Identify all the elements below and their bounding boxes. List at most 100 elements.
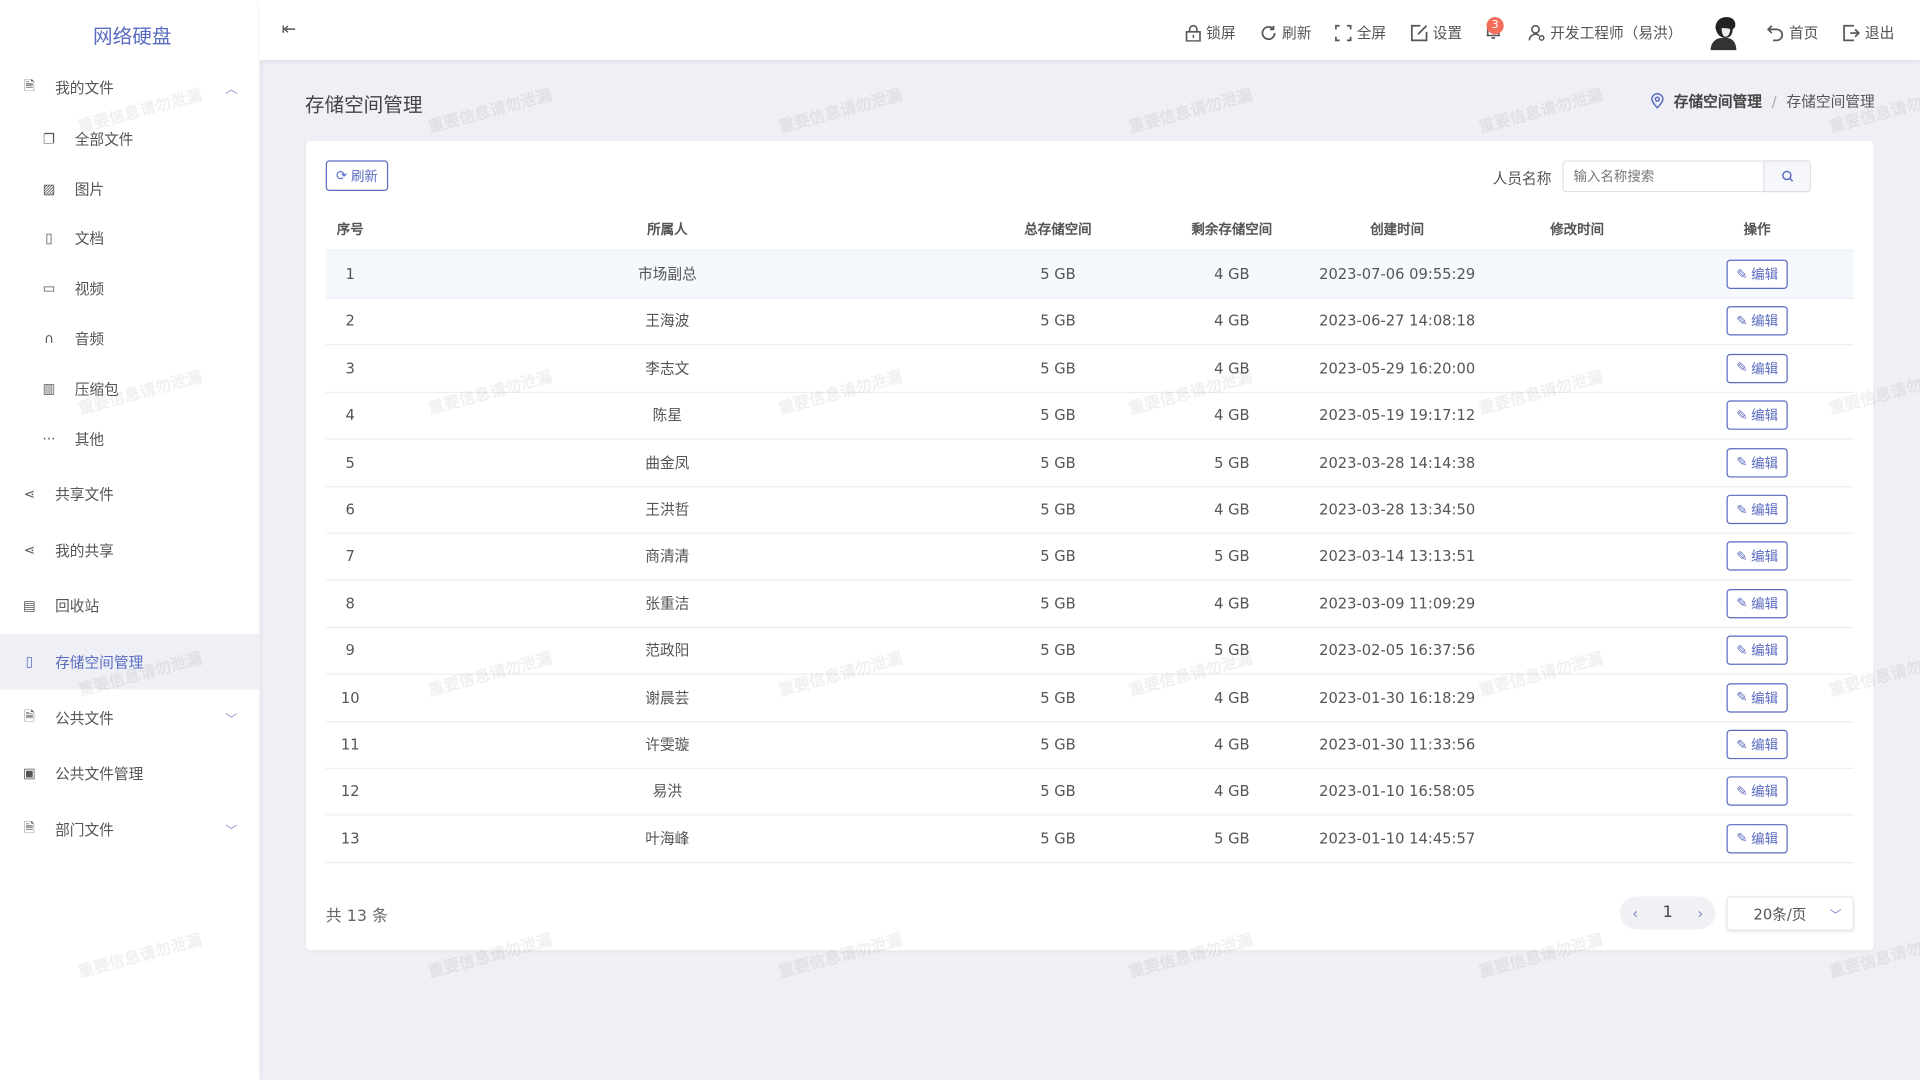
home-button[interactable]: 首页 [1766,22,1818,43]
edit-button[interactable]: ✎ 编辑 [1726,588,1788,619]
edit-icon: ✎ [1736,501,1748,518]
table-row: 7 商清清 5 GB 5 GB 2023-03-14 13:13:51 ✎ 编辑 [325,533,1854,581]
sidebar-item[interactable]: 🗎 部门文件 ﹀ [0,802,260,858]
table-cell: 2023-05-19 19:17:12 [1319,406,1476,424]
sidebar-item[interactable]: ∩ 音频 [0,314,260,364]
image-icon: ▨ [42,180,56,197]
edit-icon: ✎ [1736,830,1748,847]
sidebar-item[interactable]: ❐ 全部文件 [0,114,260,164]
search-button[interactable] [1763,160,1812,193]
avatar[interactable] [1708,16,1740,51]
sidebar-item[interactable]: ⋖ 共享文件 [0,466,260,522]
next-page-button[interactable]: › [1697,904,1704,922]
table-cell: 5 GB [1040,500,1076,518]
edit-button[interactable]: ✎ 编辑 [1726,541,1788,572]
edit-button[interactable]: ✎ 编辑 [1726,729,1788,760]
table-row: 6 王洪哲 5 GB 4 GB 2023-03-28 13:34:50 ✎ 编辑 [325,486,1854,534]
table-cell: 5 GB [1040,406,1076,424]
table-row: 11 许雯璇 5 GB 4 GB 2023-01-30 11:33:56 ✎ 编辑 [325,721,1854,769]
edit-icon: ✎ [1736,454,1748,471]
table-cell: 范政阳 [645,641,690,660]
undo-icon [1766,24,1784,41]
edit-button[interactable]: ✎ 编辑 [1726,494,1788,525]
breadcrumb-item[interactable]: 存储空间管理 [1673,93,1762,111]
edit-button[interactable]: ✎ 编辑 [1726,259,1788,289]
table-cell: 2023-07-06 09:55:29 [1319,265,1476,283]
lock-icon [1185,24,1201,42]
name-search-input[interactable] [1562,160,1765,193]
table-cell: 4 GB [1214,359,1250,377]
table-cell: 2023-01-10 14:45:57 [1319,829,1476,848]
edit-button[interactable]: ✎ 编辑 [1726,353,1788,384]
table-cell: 4 GB [1214,735,1250,754]
refresh-button[interactable]: 刷新 [1260,22,1311,43]
search-icon [1781,170,1793,182]
sidebar-item[interactable]: ··· 其他 [0,414,260,464]
table-cell: 2023-03-28 13:34:50 [1319,500,1476,518]
table-cell: 13 [340,829,360,848]
watermark: 重要信息请勿泄漏 [776,86,905,138]
total-count: 共 13 条 [325,907,388,926]
table-cell: 12 [340,782,360,801]
table-cell: 2 [345,312,355,330]
table-cell: 5 GB [1214,453,1250,471]
location-pin-icon [1651,93,1664,109]
table-cell: 2023-01-30 11:33:56 [1319,735,1476,754]
sidebar-item[interactable]: ⋖ 我的共享 [0,522,260,578]
column-header: 修改时间 [1550,221,1605,238]
table-cell: 王海波 [645,312,690,330]
page-title: 存储空间管理 [304,93,423,117]
logout-button[interactable]: 退出 [1843,22,1894,43]
page-size-select[interactable]: 20条/页 ﹀ [1726,896,1854,931]
edit-button[interactable]: ✎ 编辑 [1726,400,1788,431]
breadcrumb-item: 存储空间管理 [1786,93,1875,111]
sidebar-item[interactable]: 🗎 我的文件 ︿ [0,60,260,114]
user-menu[interactable]: 开发工程师（易洪） [1528,22,1682,43]
headphones-icon: ∩ [44,330,54,347]
lock-screen-button[interactable]: 锁屏 [1185,22,1236,43]
table-cell: 4 GB [1214,406,1250,424]
table-cell: 5 GB [1040,641,1076,660]
refresh-table-button[interactable]: ⟳ 刷新 [325,160,389,192]
logout-icon [1843,24,1860,41]
page-number[interactable]: 1 [1662,903,1673,923]
table-cell: 曲金凤 [645,453,690,471]
table-cell: 叶海峰 [645,829,690,848]
storage-table-card: ⟳刷新 人员名称 序号 所属人 总存储空间 剩余存储空间 创建时间 修改时间 操作 1 市场副总… [306,140,1874,951]
table-cell: 5 GB [1214,547,1250,565]
edit-button[interactable]: ✎ 编辑 [1726,776,1788,807]
file-icon: 🗎 [23,77,35,94]
edit-icon: ✎ [1736,548,1748,565]
column-header: 剩余存储空间 [1191,221,1273,238]
chevron-down-icon: ﹀ [225,713,238,728]
collapse-sidebar-icon[interactable]: ⇤ [281,19,297,40]
sidebar-item[interactable]: ▤ 回收站 [0,578,260,634]
settings-button[interactable]: 设置 [1410,22,1462,43]
table-cell: 5 GB [1214,641,1250,660]
edit-button[interactable]: ✎ 编辑 [1726,635,1788,666]
sidebar-item[interactable]: ▣ 公共文件管理 [0,746,260,802]
edit-icon: ✎ [1736,736,1748,753]
edit-icon: ✎ [1736,360,1748,377]
prev-page-button[interactable]: ‹ [1632,904,1639,922]
edit-button[interactable]: ✎ 编辑 [1726,682,1788,713]
edit-button[interactable]: ✎ 编辑 [1726,306,1788,336]
sidebar-item[interactable]: ▯ 文档 [0,214,260,264]
edit-button[interactable]: ✎ 编辑 [1726,447,1788,478]
sidebar-item[interactable]: ▭ 视频 [0,264,260,314]
edit-icon: ✎ [1736,595,1748,612]
table-cell: 2023-03-09 11:09:29 [1319,594,1476,612]
table-cell: 5 GB [1040,735,1076,754]
edit-icon: ✎ [1736,266,1748,283]
edit-button[interactable]: ✎ 编辑 [1726,823,1788,854]
sidebar-item[interactable]: ▥ 压缩包 [0,364,260,414]
sidebar-item[interactable]: ▨ 图片 [0,164,260,214]
fullscreen-button[interactable]: 全屏 [1335,22,1386,43]
table-cell: 2023-05-29 16:20:00 [1319,359,1476,377]
sidebar-item[interactable]: ▯ 存储空间管理 [0,633,260,690]
table-cell: 张重洁 [645,594,690,612]
table-cell: 6 [345,500,355,518]
file-icon: 🗎 [23,708,35,725]
sidebar-item[interactable]: 🗎 公共文件 ﹀ [0,690,260,746]
edit-icon: ✎ [1736,689,1748,706]
